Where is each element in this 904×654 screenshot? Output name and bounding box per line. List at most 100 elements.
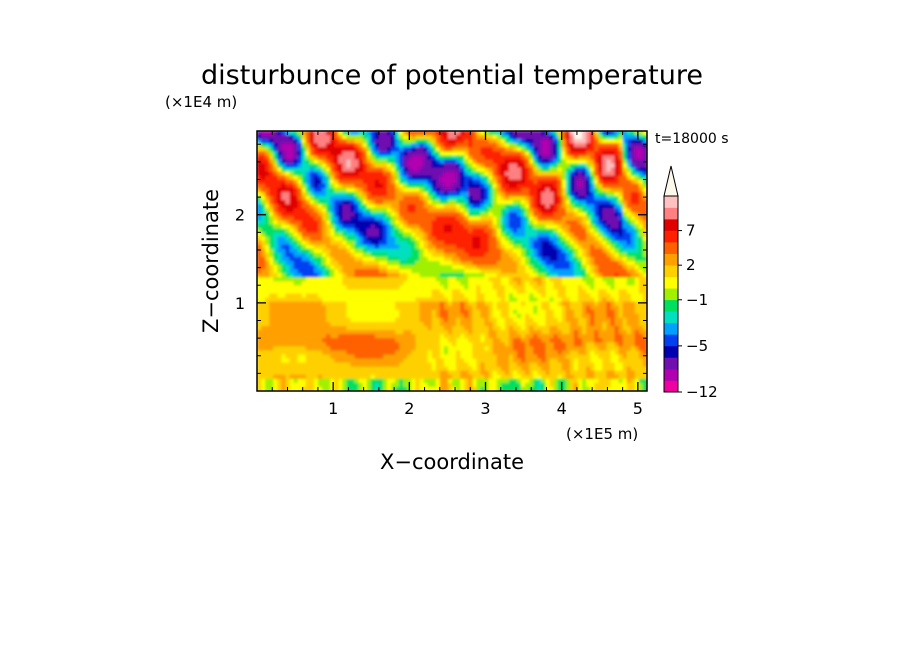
field-cell <box>431 191 437 197</box>
field-cell <box>594 208 599 213</box>
field-cell <box>480 175 486 181</box>
field-cell <box>374 265 380 270</box>
field-cell <box>447 289 453 295</box>
field-cell <box>342 155 347 161</box>
field-cell <box>525 256 530 262</box>
field-cell <box>582 338 587 343</box>
field-cell <box>435 212 441 217</box>
field-cell <box>354 326 360 331</box>
field-cell <box>642 163 647 169</box>
field-cell <box>614 224 620 230</box>
field-cell <box>447 321 453 327</box>
field-cell <box>415 248 421 254</box>
field-cell <box>577 159 583 165</box>
field-cell <box>362 265 368 270</box>
field-cell <box>634 289 640 295</box>
field-cell <box>293 248 299 254</box>
field-cell <box>565 269 571 274</box>
field-cell <box>293 338 299 343</box>
field-cell <box>577 240 583 246</box>
field-cell <box>317 240 323 246</box>
field-cell <box>313 261 319 266</box>
field-cell <box>492 183 498 189</box>
field-cell <box>512 163 518 169</box>
field-cell <box>464 289 469 295</box>
field-cell <box>606 321 612 327</box>
field-cell <box>606 131 612 136</box>
field-cell <box>610 317 616 323</box>
field-cell <box>346 167 352 173</box>
field-cell <box>468 330 473 335</box>
field-cell <box>342 216 347 221</box>
field-cell <box>265 175 270 181</box>
field-cell <box>517 155 522 161</box>
field-cell <box>257 313 262 319</box>
field-cell <box>427 131 433 136</box>
field-cell <box>622 196 628 201</box>
field-cell <box>488 179 494 185</box>
field-cell <box>431 151 437 156</box>
field-cell <box>358 232 364 238</box>
field-cell <box>265 155 270 161</box>
field-cell <box>439 143 445 148</box>
field-cell <box>517 285 522 291</box>
field-cell <box>569 216 575 221</box>
field-cell <box>407 277 412 282</box>
field-cell <box>285 301 291 307</box>
field-cell <box>476 175 482 181</box>
field-cell <box>561 334 567 339</box>
field-cell <box>309 159 315 165</box>
field-cell <box>537 216 542 221</box>
field-cell <box>626 338 632 343</box>
field-cell <box>374 179 380 185</box>
field-cell <box>537 330 542 335</box>
field-cell <box>452 220 457 226</box>
field-cell <box>545 232 551 238</box>
field-cell <box>634 183 640 189</box>
field-cell <box>374 240 380 246</box>
field-cell <box>533 143 538 148</box>
field-cell <box>630 196 636 201</box>
field-cell <box>289 179 295 185</box>
field-cell <box>638 285 644 291</box>
field-cell <box>281 167 287 173</box>
field-cell <box>456 204 461 209</box>
field-cell <box>265 212 270 217</box>
field-cell <box>529 293 534 299</box>
field-cell <box>460 293 465 299</box>
field-cell <box>573 228 579 234</box>
field-cell <box>301 240 307 246</box>
field-cell <box>378 155 384 161</box>
field-cell <box>261 281 266 286</box>
field-cell <box>370 224 376 230</box>
field-cell <box>602 187 607 193</box>
field-cell <box>305 321 311 327</box>
field-cell <box>618 330 624 335</box>
field-cell <box>484 297 490 303</box>
field-cell <box>285 143 291 148</box>
field-cell <box>269 309 274 315</box>
field-cell <box>338 293 343 299</box>
field-cell <box>334 326 339 331</box>
field-cell <box>382 167 388 173</box>
field-cell <box>468 313 473 319</box>
field-cell <box>370 297 376 303</box>
field-cell <box>521 309 526 315</box>
field-cell <box>634 240 640 246</box>
field-cell <box>326 135 331 140</box>
field-cell <box>415 179 421 185</box>
field-cell <box>452 143 457 148</box>
field-cell <box>642 139 647 144</box>
field-cell <box>297 204 303 209</box>
field-cell <box>630 313 636 319</box>
field-cell <box>407 244 412 250</box>
field-cell <box>399 301 404 307</box>
field-cell <box>342 208 347 213</box>
field-cell <box>545 330 551 335</box>
field-cell <box>549 338 555 343</box>
field-cell <box>431 309 437 315</box>
field-cell <box>419 147 425 152</box>
field-cell <box>638 240 644 246</box>
field-cell <box>533 248 538 254</box>
field-cell <box>317 334 323 339</box>
